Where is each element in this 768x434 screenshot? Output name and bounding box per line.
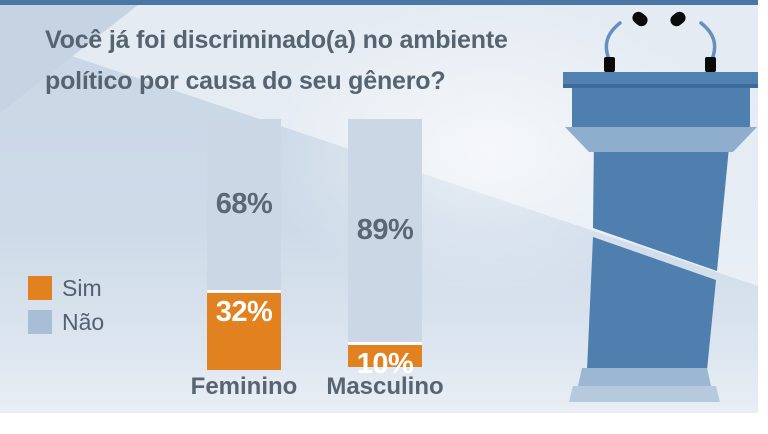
chart-title-line2: político por causa do seu gênero? [45, 67, 446, 95]
category-label-feminino: Feminino [190, 373, 298, 400]
chart-legend: Sim Não [28, 274, 105, 344]
value-label-nao-feminino: 68% [215, 188, 273, 220]
chart-title-line1: Você já foi discriminado(a) no ambiente [45, 26, 508, 54]
category-label-masculino: Masculino [326, 373, 444, 400]
bar-segment-sim-masculino: 10% [348, 342, 422, 380]
value-label-nao-masculino: 89% [356, 214, 414, 246]
podium-upper-box [572, 87, 750, 127]
graphic-area: Você já foi discriminado(a) no ambiente … [0, 0, 758, 413]
podium-base-lower [569, 386, 720, 402]
legend-item-nao: Não [28, 308, 105, 335]
chart-title: Você já foi discriminado(a) no ambiente … [45, 20, 508, 102]
bar-segment-nao-feminino: 68% [207, 119, 281, 290]
top-border-bar [0, 0, 758, 5]
bar-masculino: 89% 10% Masculino [326, 119, 444, 400]
legend-swatch-nao [28, 310, 52, 334]
podium-collar [565, 127, 757, 152]
legend-label-sim: Sim [62, 274, 102, 301]
value-label-sim-feminino: 32% [215, 296, 273, 328]
podium-illustration [563, 11, 758, 402]
microphone-icon [670, 11, 717, 72]
bar-segment-sim-feminino: 32% [207, 290, 281, 370]
legend-label-nao: Não [62, 308, 105, 335]
bar-feminino: 68% 32% Feminino [191, 119, 297, 400]
podium-base-upper [578, 368, 711, 386]
legend-item-sim: Sim [28, 274, 104, 301]
bar-segment-nao-masculino: 89% [348, 119, 422, 342]
microphone-icon [604, 11, 648, 72]
legend-swatch-sim [28, 276, 52, 300]
podium-top-slab [563, 72, 758, 84]
